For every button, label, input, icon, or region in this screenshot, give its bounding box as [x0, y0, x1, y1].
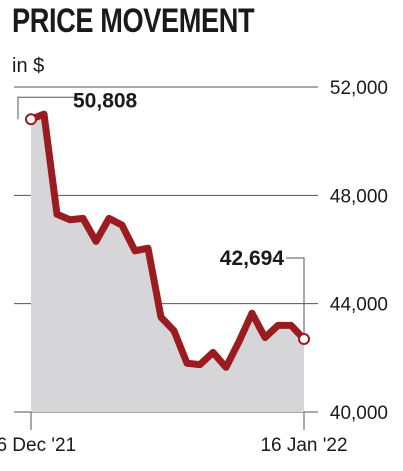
- price-area: [31, 114, 304, 412]
- annotation-start-value: 50,808: [73, 89, 138, 112]
- y-tick-label: 48,000: [330, 186, 388, 207]
- unit-label: in $: [12, 55, 45, 77]
- annotation-leader-start: [17, 96, 78, 120]
- chart-title: PRICE MOVEMENT: [12, 2, 255, 40]
- x-tick-label: 16 Jan '22: [260, 435, 347, 456]
- annotation-markers: [17, 96, 310, 346]
- y-tick-label: 52,000: [330, 78, 388, 99]
- annotation-leader-end: [286, 257, 305, 340]
- x-tick-label: 26 Dec '21: [0, 435, 76, 456]
- y-tick-label: 40,000: [330, 403, 388, 424]
- annotation-marker-end: [298, 333, 310, 346]
- price-line: [27, 110, 308, 371]
- annotation-marker-start: [25, 113, 37, 126]
- axis-labels: 40,000 44,000 48,000 52,000 26 Dec '21 16 Jan…: [0, 78, 388, 456]
- y-tick-label: 44,000: [330, 295, 388, 316]
- annotation-end-value: 42,694: [220, 247, 285, 270]
